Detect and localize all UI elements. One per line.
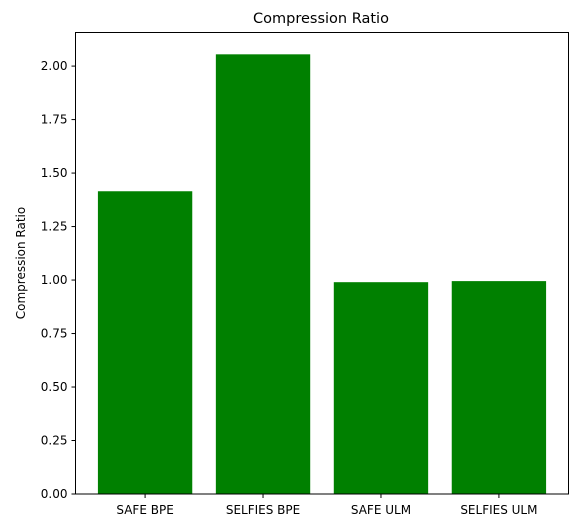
y-tick-label: 1.75: [41, 113, 68, 127]
y-tick-label: 0.00: [41, 487, 68, 501]
x-tick-label: SELFIES BPE: [226, 503, 300, 517]
x-tick-label: SELFIES ULM: [460, 503, 537, 517]
bars-group: [98, 54, 546, 494]
bar-selfies-bpe: [216, 54, 310, 494]
bar-safe-bpe: [98, 191, 192, 494]
y-axis-label: Compression Ratio: [14, 207, 28, 320]
y-tick-label: 1.00: [41, 273, 68, 287]
y-tick-label: 1.25: [41, 220, 68, 234]
chart-title: Compression Ratio: [253, 11, 389, 27]
y-tick-label: 0.25: [41, 434, 68, 448]
y-tick-label: 0.50: [41, 380, 68, 394]
y-tick-label: 0.75: [41, 327, 68, 341]
bar-safe-ulm: [334, 282, 428, 494]
bar-selfies-ulm: [452, 281, 546, 494]
x-axis-ticks: SAFE BPE SELFIES BPE SAFE ULM SELFIES ULM: [116, 494, 537, 517]
x-tick-label: SAFE BPE: [116, 503, 173, 517]
x-tick-label: SAFE ULM: [351, 503, 411, 517]
y-tick-label: 1.50: [41, 166, 68, 180]
y-tick-label: 2.00: [41, 59, 68, 73]
y-axis-ticks: 0.00 0.25 0.50 0.75 1.00 1.25 1.50 1.75 2.00: [41, 59, 76, 501]
